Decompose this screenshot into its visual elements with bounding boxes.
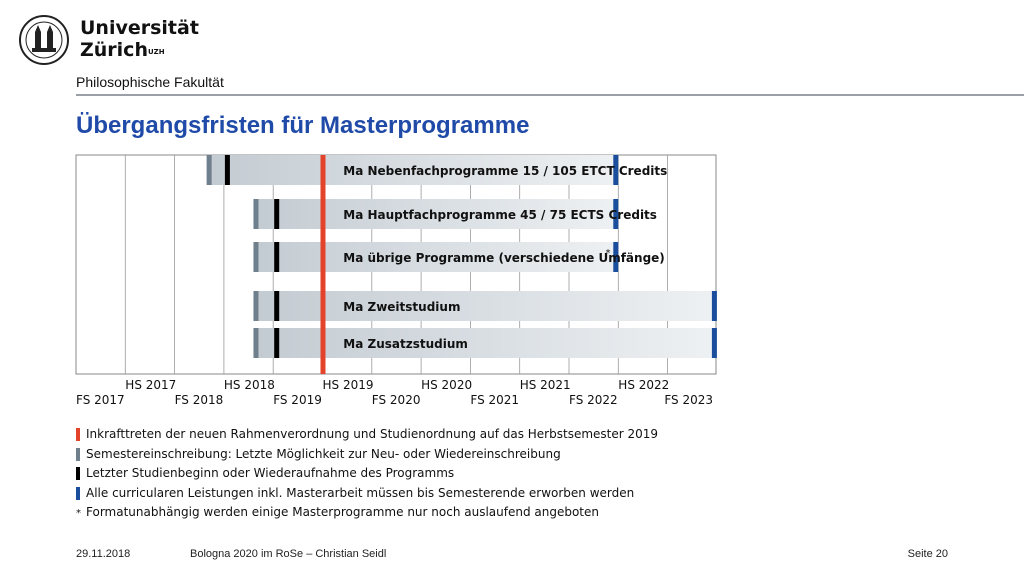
university-name-line1: Universität xyxy=(80,17,199,39)
fs-tick-label: FS 2023 xyxy=(664,393,713,407)
timeline-bar xyxy=(253,242,619,272)
legend-swatch xyxy=(76,447,80,461)
timeline-bar xyxy=(253,328,717,358)
legend-text: Formatunabhängig werden einige Masterpro… xyxy=(86,505,599,519)
uzh-seal-logo xyxy=(19,15,69,65)
grey-marker xyxy=(253,242,259,272)
timeline-axis-labels: HS 2017 HS 2018 HS 2019 HS 2020 HS 2021 HS 20… xyxy=(76,378,713,407)
legend-item-grey: Semestereinschreibung: Letzte Möglichkei… xyxy=(76,446,561,462)
legend-swatch xyxy=(76,428,80,441)
footer-presentation: Bologna 2020 im RoSe – Christian Seidl xyxy=(190,548,387,560)
grey-marker xyxy=(253,328,259,358)
grey-marker xyxy=(253,291,259,321)
blue-marker xyxy=(613,199,619,229)
fs-tick-label: FS 2022 xyxy=(569,393,618,407)
black-marker xyxy=(274,328,280,358)
fs-tick-label: FS 2021 xyxy=(470,393,519,407)
legend-text: Alle curricularen Leistungen inkl. Maste… xyxy=(86,485,635,500)
hs-tick-label: HS 2017 xyxy=(125,378,176,392)
black-marker xyxy=(274,199,280,229)
legend-item-black: Letzter Studienbeginn oder Wiederaufnahm… xyxy=(76,465,454,481)
fs-tick-label: FS 2019 xyxy=(273,393,322,407)
transition-timeline-diagram: Ma Nebenfachprogramme 15 / 105 ETCT Cred… xyxy=(75,154,717,407)
bar-label: Ma übrige Programme (verschiedene Umfäng… xyxy=(343,251,665,265)
university-name-line2: Zürich xyxy=(80,39,148,61)
university-name: Universität ZürichUZH xyxy=(80,17,199,61)
page-title: Übergangsfristen für Masterprogramme xyxy=(76,112,530,139)
grey-marker xyxy=(206,155,212,185)
bar-label: Ma Zusatzstudium xyxy=(343,337,468,351)
black-marker xyxy=(224,155,230,185)
red-marker-line xyxy=(320,155,326,374)
fs-tick-label: FS 2017 xyxy=(76,393,125,407)
legend-text: Inkrafttreten der neuen Rahmenverordnung… xyxy=(86,427,659,441)
hs-tick-label: HS 2021 xyxy=(520,378,571,392)
footer-date: 29.11.2018 xyxy=(76,548,131,560)
legend-asterisk: * xyxy=(76,508,81,519)
grey-marker xyxy=(253,199,259,229)
legend-swatch xyxy=(76,467,80,480)
hs-tick-label: HS 2018 xyxy=(224,378,275,392)
hs-tick-label: HS 2022 xyxy=(618,378,669,392)
legend-text: Semestereinschreibung: Letzte Möglichkei… xyxy=(86,446,561,461)
bar-label: Ma Hauptfachprogramme 45 / 75 ECTS Credi… xyxy=(343,208,657,222)
legend-text: Letzter Studienbeginn oder Wiederaufnahm… xyxy=(86,466,455,480)
legend-item-red: Inkrafttreten der neuen Rahmenverordnung… xyxy=(76,426,658,442)
timeline-bar xyxy=(253,291,717,321)
blue-marker xyxy=(711,328,717,358)
timeline-bar xyxy=(206,155,619,185)
legend-swatch xyxy=(76,486,80,500)
legend-item-blue: Alle curricularen Leistungen inkl. Maste… xyxy=(76,485,634,501)
hs-tick-label: HS 2020 xyxy=(421,378,472,392)
blue-marker xyxy=(613,242,619,272)
bar-label: Ma Zweitstudium xyxy=(343,300,460,314)
fs-tick-label: FS 2020 xyxy=(372,393,421,407)
faculty-name: Philosophische Fakultät xyxy=(76,74,224,90)
timeline-bar xyxy=(253,199,619,229)
footer-page-number: Seite 20 xyxy=(907,548,948,560)
header-divider xyxy=(76,94,1024,96)
legend-item-star: * Formatunabhängig werden einige Masterpr… xyxy=(76,504,599,520)
bar-note: * xyxy=(606,248,611,259)
bar-label: Ma Nebenfachprogramme 15 / 105 ETCT Cred… xyxy=(343,164,667,178)
fs-tick-label: FS 2018 xyxy=(175,393,224,407)
university-sup: UZH xyxy=(147,48,165,56)
black-marker xyxy=(274,291,280,321)
blue-marker xyxy=(711,291,717,321)
black-marker xyxy=(274,242,280,272)
hs-tick-label: HS 2019 xyxy=(323,378,374,392)
timeline-bars: Ma Nebenfachprogramme 15 / 105 ETCT Cred… xyxy=(206,155,717,374)
blue-marker xyxy=(613,155,619,185)
